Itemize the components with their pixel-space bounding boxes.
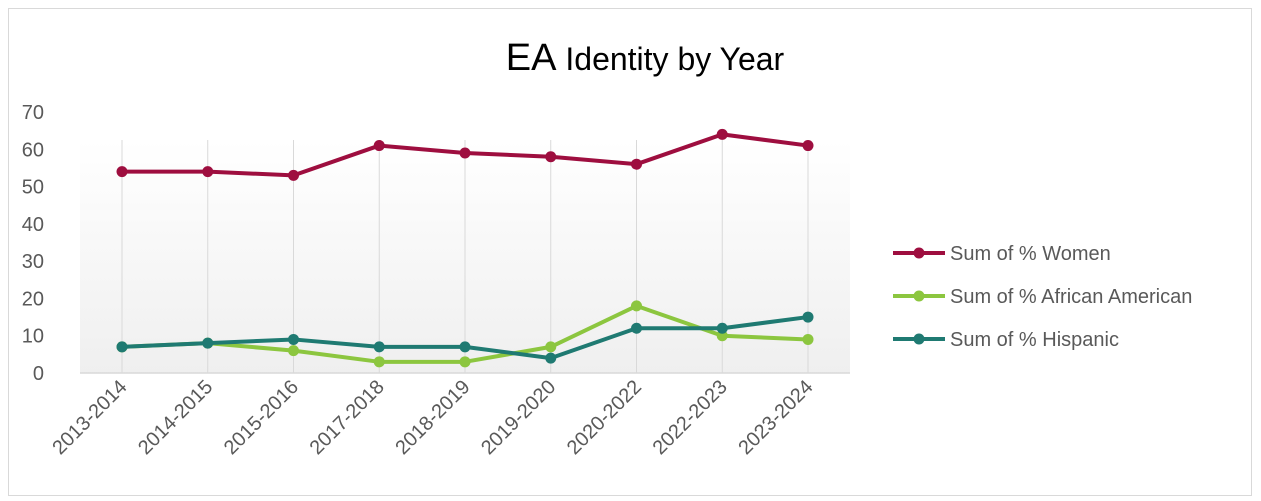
data-point [459, 356, 471, 368]
data-point [202, 337, 214, 349]
legend-label: Sum of % Hispanic [950, 329, 1119, 351]
data-point [631, 300, 642, 312]
y-tick-label: 0 [33, 363, 44, 385]
x-tick-label: 2015-2016 [220, 376, 303, 459]
y-tick-label: 50 [22, 177, 44, 199]
x-tick-label: 2019-2020 [477, 376, 560, 459]
legend-marker-dot [913, 333, 925, 345]
data-point [373, 341, 385, 353]
chart-title-rest: Identity by Year [556, 41, 784, 77]
chart-title: EA Identity by Year [506, 37, 785, 79]
data-point [716, 128, 728, 140]
data-point [802, 140, 814, 152]
y-tick-label: 60 [22, 139, 44, 161]
x-tick-label: 2022-2023 [649, 376, 732, 459]
data-point [802, 311, 814, 323]
x-axis-ticks: 2013-2014 2014-2015 2015-2016 2017-2018 2018… [48, 376, 817, 459]
data-point [288, 333, 299, 345]
data-point [716, 322, 728, 334]
data-point [116, 341, 128, 353]
y-tick-label: 10 [22, 326, 44, 348]
y-tick-label: 30 [22, 251, 44, 273]
data-point [545, 341, 557, 353]
data-point [373, 140, 385, 152]
data-point [545, 352, 557, 364]
series-group [116, 128, 814, 368]
data-point [202, 166, 214, 178]
data-point [373, 356, 385, 368]
legend-marker-dot [913, 247, 925, 259]
x-tick-label: 2018-2019 [391, 376, 474, 459]
x-tick-label: 2017-2018 [306, 376, 389, 459]
y-tick-label: 40 [22, 214, 44, 236]
data-point [288, 169, 299, 181]
legend-label: Sum of % Women [950, 243, 1111, 265]
y-tick-label: 20 [22, 288, 44, 310]
data-point [545, 151, 557, 163]
data-point [631, 322, 642, 334]
legend-label: Sum of % African American [950, 286, 1192, 308]
legend: Sum of % Women Sum of % African American S… [893, 243, 1192, 351]
y-axis-ticks: 0 10 20 30 40 50 60 70 [22, 102, 44, 385]
x-tick-label: 2023-2024 [734, 376, 817, 459]
data-point [459, 147, 471, 159]
data-point [802, 333, 814, 345]
x-tick-label: 2014-2015 [134, 376, 217, 459]
y-tick-label: 70 [22, 102, 44, 124]
chart-title-prefix: EA [506, 37, 557, 79]
data-point [288, 345, 299, 357]
data-point [116, 166, 128, 178]
legend-marker-dot [913, 290, 925, 302]
x-tick-label: 2013-2014 [48, 376, 131, 459]
data-point [631, 158, 642, 170]
data-point [459, 341, 471, 353]
x-tick-label: 2020-2022 [563, 376, 646, 459]
